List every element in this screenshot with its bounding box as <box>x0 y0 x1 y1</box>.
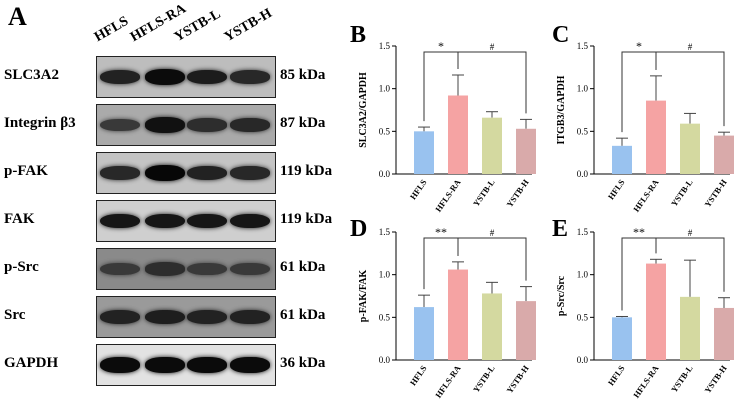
panel-letter-b: B <box>350 22 366 48</box>
bar-hfls <box>414 131 434 174</box>
significance-label: * <box>636 39 642 53</box>
x-tick-label: YSTB-H <box>504 177 531 209</box>
significance-label: * <box>438 39 444 53</box>
y-tick-label: 0.5 <box>577 126 589 136</box>
bar-ystb-l <box>482 118 502 174</box>
y-tick-label: 0.0 <box>379 169 391 179</box>
x-tick-label: HFLS <box>408 363 429 387</box>
significance-bracket <box>458 52 526 113</box>
panel-letter-c: C <box>552 22 569 48</box>
y-axis-label: p-FAK/FAK <box>358 270 369 323</box>
bar-ystb-h <box>714 308 734 360</box>
bar-ystb-l <box>680 297 700 360</box>
x-tick-label: HFLS-RA <box>631 363 661 400</box>
x-tick-label: YSTB-H <box>702 177 729 209</box>
bar-ystb-h <box>516 301 536 360</box>
y-tick-label: 0.5 <box>379 312 391 322</box>
x-tick-label: HFLS <box>606 363 627 387</box>
bar-ystb-h <box>714 136 734 174</box>
x-tick-label: YSTB-H <box>504 363 531 395</box>
bar-ystb-h <box>516 129 536 174</box>
y-tick-label: 1.5 <box>379 41 391 51</box>
y-tick-label: 1.0 <box>379 84 391 94</box>
y-tick-label: 0.0 <box>577 169 589 179</box>
y-tick-label: 0.5 <box>379 126 391 136</box>
significance-label: ** <box>435 225 447 239</box>
significance-label: ** <box>633 225 645 239</box>
significance-bracket <box>458 238 526 281</box>
x-tick-label: YSTB-L <box>669 363 695 394</box>
y-tick-label: 1.5 <box>577 227 589 237</box>
x-tick-label: HFLS-RA <box>631 177 661 214</box>
x-tick-label: HFLS-RA <box>433 363 463 400</box>
significance-label: # <box>490 42 495 52</box>
panel-letter-d: D <box>350 216 367 242</box>
x-tick-label: HFLS <box>408 177 429 201</box>
y-tick-label: 1.5 <box>379 227 391 237</box>
bar-hfls <box>612 317 632 360</box>
y-tick-label: 1.0 <box>577 84 589 94</box>
bar-hfls <box>612 146 632 174</box>
x-tick-label: YSTB-L <box>471 363 497 394</box>
significance-label: # <box>688 42 693 52</box>
x-tick-label: HFLS <box>606 177 627 201</box>
y-axis-label: p-Src/Src <box>556 275 567 316</box>
bar-hfls-ra <box>448 270 468 360</box>
y-axis-label: ITGB3/GAPDH <box>556 75 567 144</box>
y-tick-label: 0.0 <box>379 355 391 365</box>
y-tick-label: 1.5 <box>577 41 589 51</box>
y-tick-label: 1.0 <box>577 270 589 280</box>
y-tick-label: 0.0 <box>577 355 589 365</box>
significance-label: # <box>490 228 495 238</box>
bar-ystb-l <box>680 124 700 174</box>
significance-label: # <box>688 228 693 238</box>
bar-ystb-l <box>482 293 502 360</box>
y-tick-label: 1.0 <box>379 270 391 280</box>
bar-hfls-ra <box>448 95 468 174</box>
bar-hfls-ra <box>646 264 666 360</box>
x-tick-label: YSTB-L <box>471 177 497 208</box>
y-tick-label: 0.5 <box>577 312 589 322</box>
bar-hfls-ra <box>646 101 666 174</box>
x-tick-label: YSTB-H <box>702 363 729 395</box>
x-tick-label: YSTB-L <box>669 177 695 208</box>
bar-hfls <box>414 307 434 360</box>
panel-letter-e: E <box>552 216 568 242</box>
x-tick-label: HFLS-RA <box>433 177 463 214</box>
y-axis-label: SLC3A2/GAPDH <box>358 72 369 148</box>
